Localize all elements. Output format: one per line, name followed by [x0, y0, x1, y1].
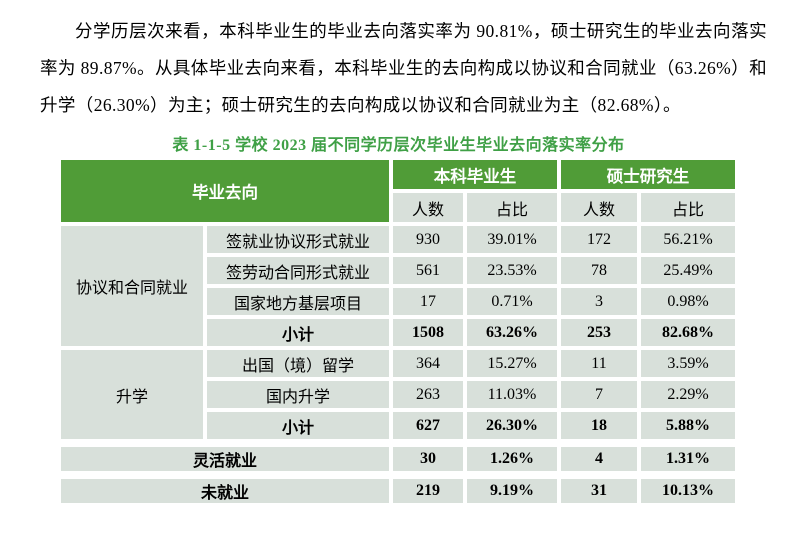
value-cell: 39.01%	[467, 226, 557, 253]
table-row: 国家地方基层项目 17 0.71% 3 0.98%	[61, 288, 735, 315]
table-row: 国内升学 263 11.03% 7 2.29%	[61, 381, 735, 408]
group-label-cell: 协议和合同就业	[61, 226, 203, 346]
header-cell-destination: 毕业去向	[61, 160, 389, 222]
group-label-cell: 升学	[61, 350, 203, 439]
value-cell: 253	[561, 319, 637, 346]
value-cell: 3.59%	[641, 350, 735, 377]
header-row-groups: 毕业去向 本科毕业生 硕士研究生	[61, 160, 735, 222]
table-body: 协议和合同就业 签就业协议形式就业 930 39.01% 172 56.21% 签劳动合同形…	[61, 226, 735, 503]
value-cell: 561	[393, 257, 463, 284]
value-cell: 78	[561, 257, 637, 284]
row-label-cell: 小计	[207, 319, 389, 346]
outcomes-table: 毕业去向 本科毕业生 硕士研究生 人数 占比 人数 占比 协议和合同就业 签就业协…	[57, 156, 739, 507]
value-cell: 0.98%	[641, 288, 735, 315]
table-title: 表 1-1-5 学校 2023 届不同学历层次毕业生毕业去向落实率分布	[172, 137, 625, 154]
intro-paragraph: 分学历层次来看，本科毕业生的毕业去向落实率为 90.81%，硕士研究生的毕业去向…	[40, 21, 767, 115]
row-label-cell: 签劳动合同形式就业	[207, 257, 389, 284]
header-cell-count: 人数	[561, 193, 637, 222]
value-cell: 9.19%	[467, 475, 557, 503]
header-row-subcolumns: 人数 占比 人数 占比	[61, 193, 735, 222]
table-row: 小计 627 26.30% 18 5.88%	[61, 412, 735, 439]
header-cell-masters: 硕士研究生	[561, 160, 735, 189]
value-cell: 364	[393, 350, 463, 377]
header-cell-undergraduates: 本科毕业生	[393, 160, 557, 189]
value-cell: 1.31%	[641, 443, 735, 471]
value-cell: 627	[393, 412, 463, 439]
row-label-cell: 国家地方基层项目	[207, 288, 389, 315]
row-label-cell: 国内升学	[207, 381, 389, 408]
header-cell-count: 人数	[393, 193, 463, 222]
row-label-cell: 灵活就业	[61, 443, 389, 471]
value-cell: 2.29%	[641, 381, 735, 408]
value-cell: 219	[393, 475, 463, 503]
value-cell: 11	[561, 350, 637, 377]
value-cell: 31	[561, 475, 637, 503]
value-cell: 1508	[393, 319, 463, 346]
value-cell: 263	[393, 381, 463, 408]
table-row: 协议和合同就业 签就业协议形式就业 930 39.01% 172 56.21%	[61, 226, 735, 346]
row-label-cell: 出国（境）留学	[207, 350, 389, 377]
value-cell: 4	[561, 443, 637, 471]
value-cell: 5.88%	[641, 412, 735, 439]
value-cell: 930	[393, 226, 463, 253]
value-cell: 15.27%	[467, 350, 557, 377]
header-cell-ratio: 占比	[467, 193, 557, 222]
value-cell: 63.26%	[467, 319, 557, 346]
value-cell: 82.68%	[641, 319, 735, 346]
value-cell: 23.53%	[467, 257, 557, 284]
table-row: 小计 1508 63.26% 253 82.68%	[61, 319, 735, 346]
value-cell: 26.30%	[467, 412, 557, 439]
value-cell: 7	[561, 381, 637, 408]
value-cell: 10.13%	[641, 475, 735, 503]
table-row: 未就业 219 9.19% 31 10.13%	[61, 475, 735, 503]
table-row: 升学 出国（境）留学 364 15.27% 11 3.59%	[61, 350, 735, 439]
value-cell: 1.26%	[467, 443, 557, 471]
row-label-cell: 签就业协议形式就业	[207, 226, 389, 253]
value-cell: 17	[393, 288, 463, 315]
row-label-cell: 未就业	[61, 475, 389, 503]
value-cell: 172	[561, 226, 637, 253]
table-row: 灵活就业 30 1.26% 4 1.31%	[61, 443, 735, 471]
table-header: 毕业去向 本科毕业生 硕士研究生 人数 占比 人数 占比	[61, 160, 735, 222]
value-cell: 11.03%	[467, 381, 557, 408]
value-cell: 56.21%	[641, 226, 735, 253]
header-cell-ratio: 占比	[641, 193, 735, 222]
row-label-cell: 小计	[207, 412, 389, 439]
value-cell: 25.49%	[641, 257, 735, 284]
table-row: 签劳动合同形式就业 561 23.53% 78 25.49%	[61, 257, 735, 284]
value-cell: 3	[561, 288, 637, 315]
value-cell: 30	[393, 443, 463, 471]
value-cell: 0.71%	[467, 288, 557, 315]
value-cell: 18	[561, 412, 637, 439]
